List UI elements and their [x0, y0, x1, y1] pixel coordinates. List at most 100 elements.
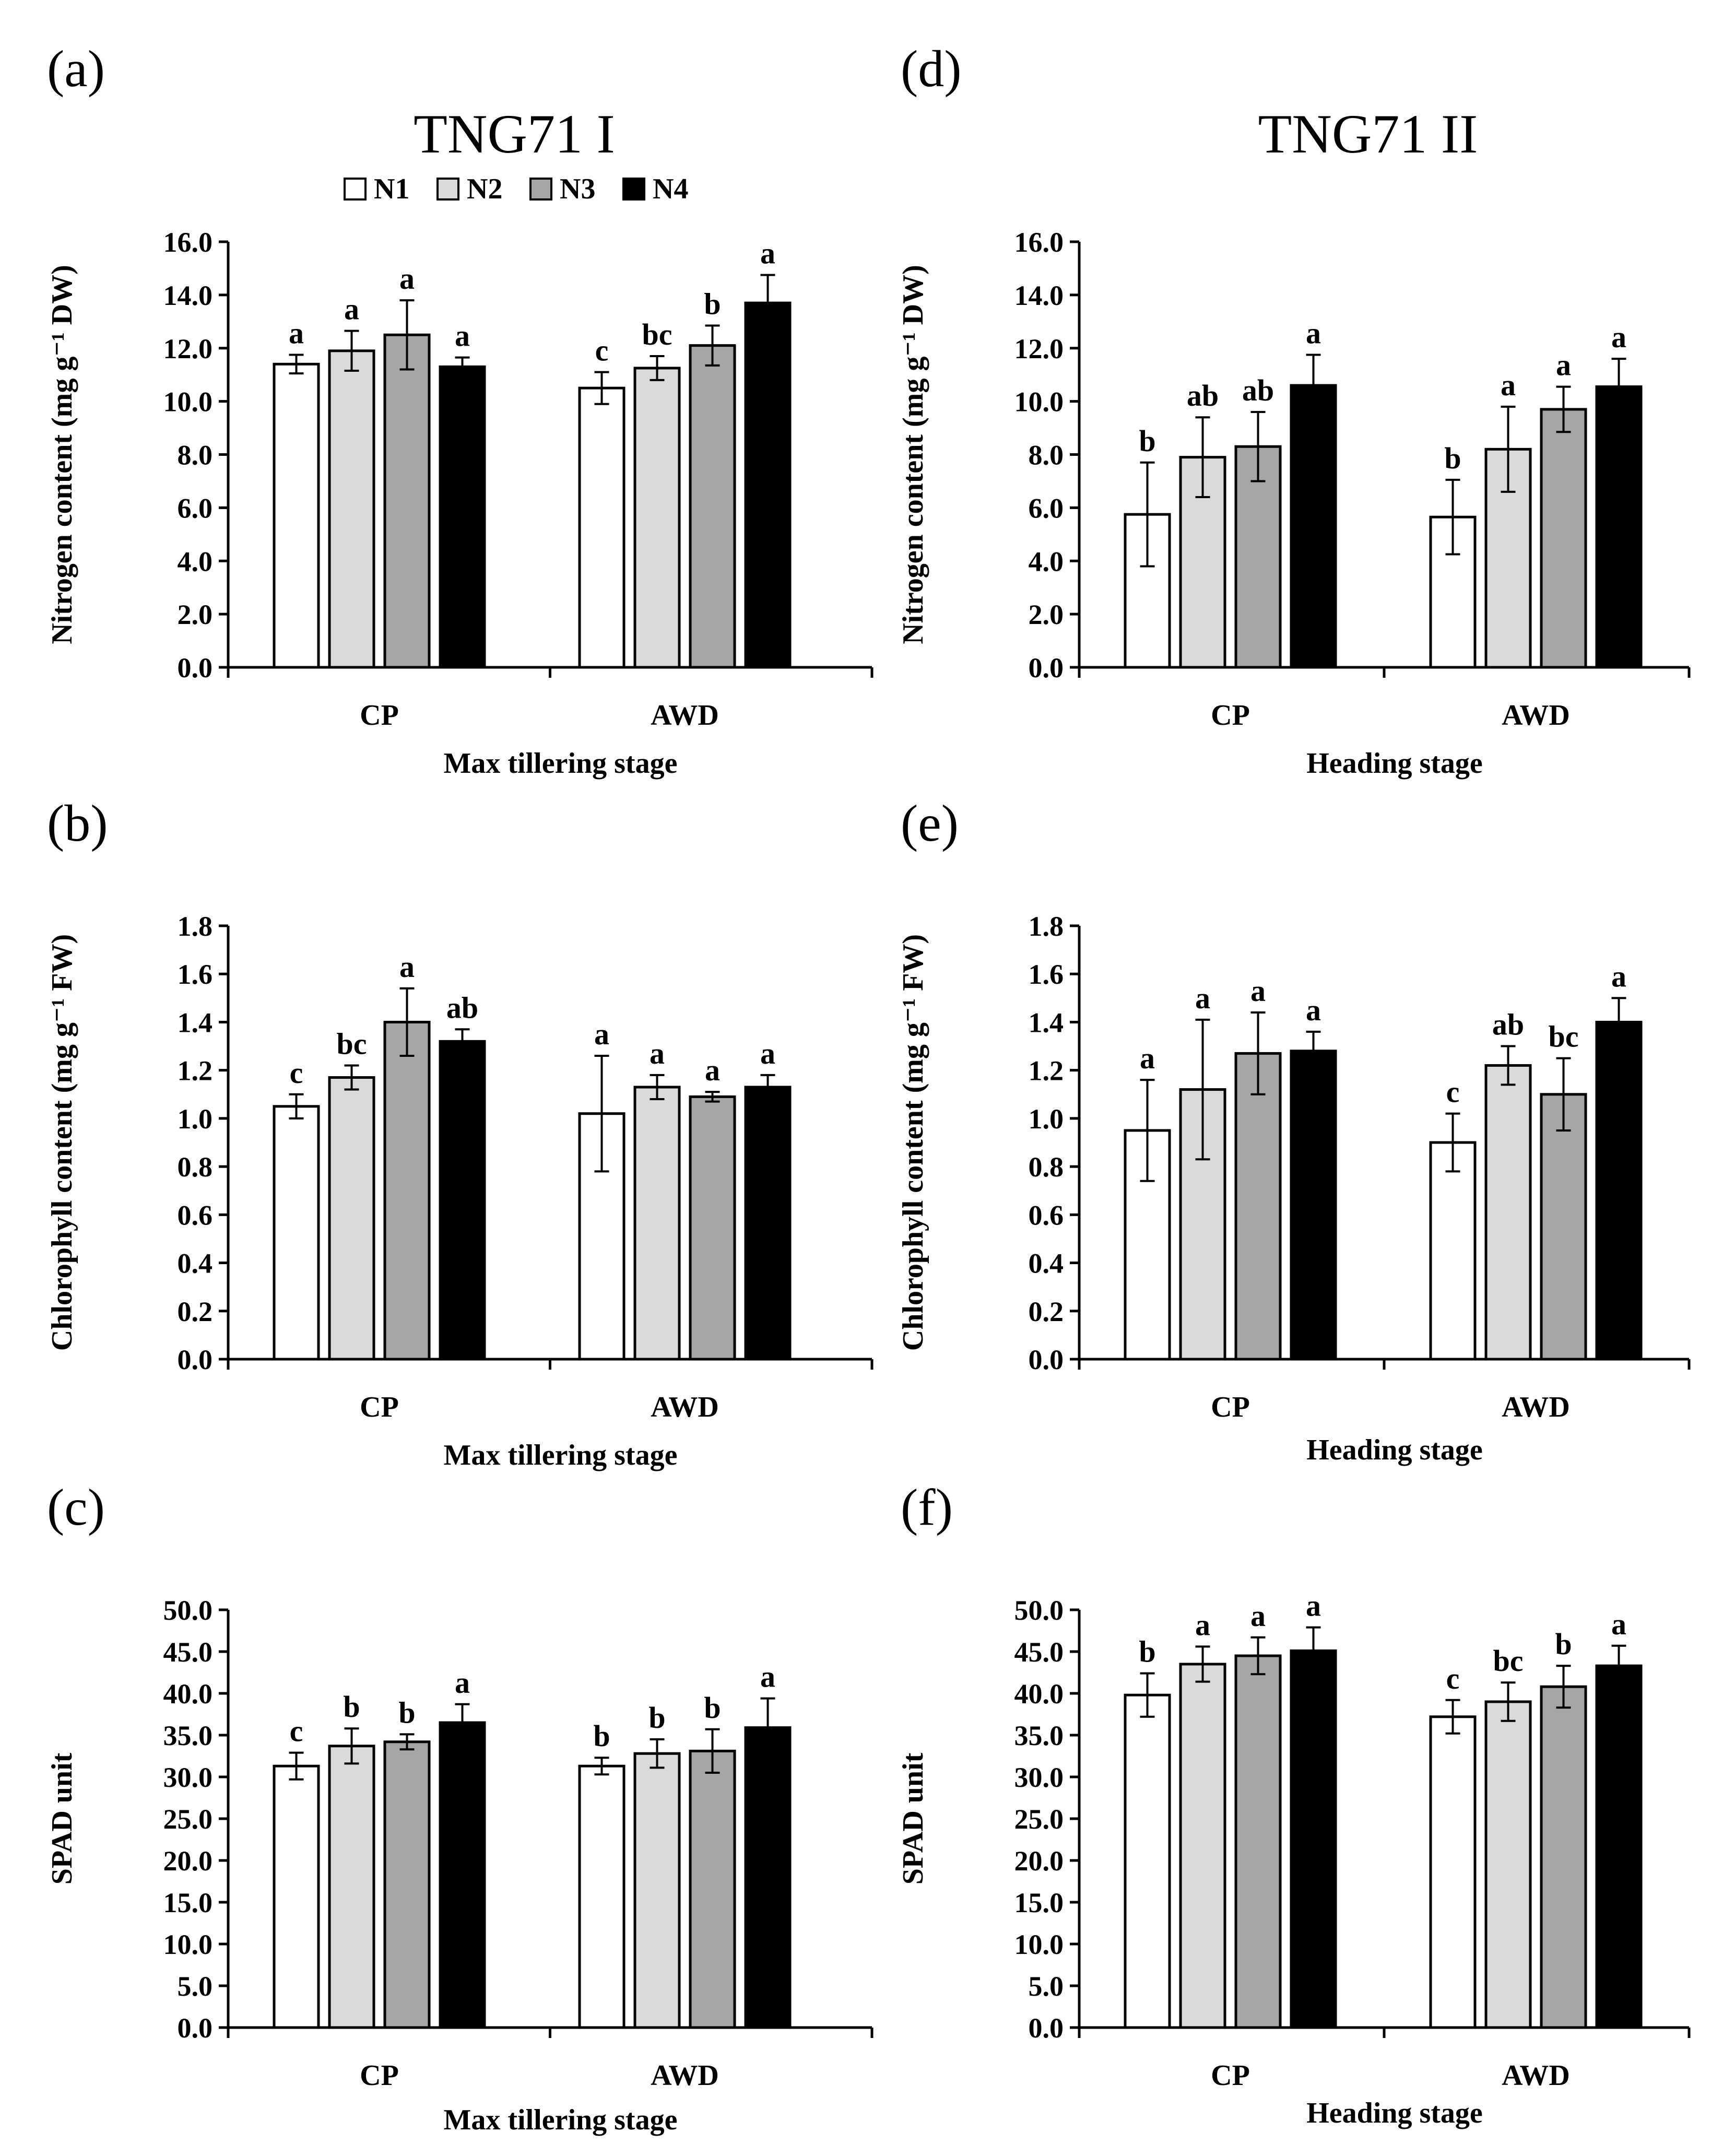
y-tick-label: 0.4: [178, 1248, 213, 1279]
y-tick-label: 1.8: [178, 911, 213, 942]
significance-letter: a: [1250, 1599, 1266, 1633]
y-axis-title: SPAD unit: [897, 1752, 929, 1884]
significance-letter: a: [650, 1036, 665, 1070]
y-tick-label: 0.6: [1029, 1199, 1064, 1231]
y-tick-label: 1.6: [178, 959, 213, 990]
bar-awd-n3: [1540, 1093, 1587, 1361]
legend: N1 N2 N3 N4: [344, 173, 688, 205]
significance-letter: a: [760, 237, 775, 270]
y-tick-label: 0.4: [1029, 1248, 1064, 1279]
significance-letter: a: [344, 292, 359, 326]
column-title-tng71-ii: TNG71 II: [1258, 103, 1478, 164]
x-axis-title: Max tillering stage: [444, 1439, 678, 1471]
significance-letter: b: [398, 1695, 415, 1729]
significance-letter: ab: [1242, 373, 1274, 407]
bar-cp-n4: [1290, 1649, 1337, 2029]
y-tick-label: 0.0: [1029, 652, 1064, 684]
category-label-awd: AWD: [1502, 699, 1570, 732]
panel-b: (b) 0.0 0.2 0.4 0.6 0.8 1.0 1.2 1.4 1.6 1.8 Chlorop…: [46, 794, 874, 1471]
significance-letter: b: [593, 1719, 610, 1753]
significance-letter: a: [399, 262, 415, 296]
bar-cp-n2: [328, 349, 375, 669]
significance-letter: b: [648, 1701, 665, 1735]
bar-awd-n2: [1484, 1700, 1532, 2029]
y-tick-label: 1.4: [178, 1007, 213, 1038]
significance-letter: b: [1444, 441, 1461, 475]
bar-awd-n1: [1429, 1715, 1477, 2029]
panel-label: (b): [47, 794, 108, 852]
significance-letter: a: [1306, 1589, 1321, 1623]
y-tick-label: 50.0: [163, 1595, 213, 1626]
significance-letter: a: [705, 1053, 720, 1087]
significance-letter: bc: [1549, 1020, 1579, 1054]
y-tick-label: 0.2: [1029, 1296, 1064, 1327]
y-tick-label: 0.8: [178, 1151, 213, 1183]
y-tick-label: 25.0: [163, 1804, 213, 1835]
y-tick-label: 10.0: [163, 1929, 213, 1960]
bar-cp-n3: [1234, 1654, 1282, 2029]
panel-label: (f): [901, 1478, 953, 1536]
y-tick-label: 1.6: [1029, 959, 1064, 990]
panels: (a) 0.0 2.0 4.0 6.0 8.0 10.0 12.0 14.0 16.0 Nitrog…: [46, 40, 1691, 2136]
significance-letter: a: [455, 319, 470, 353]
significance-letter: bc: [1493, 1644, 1524, 1678]
y-tick-label: 6.0: [1029, 492, 1064, 524]
y-tick-label: 35.0: [1014, 1720, 1064, 1751]
significance-letter: a: [399, 950, 415, 984]
y-tick-label: 8.0: [178, 440, 213, 471]
significance-letter: a: [1250, 974, 1266, 1008]
significance-letter: bc: [642, 317, 672, 351]
y-tick-label: 5.0: [1029, 1971, 1064, 2002]
y-tick-label: 20.0: [163, 1845, 213, 1877]
bar-awd-n1: [578, 386, 626, 669]
legend-label-n4: N4: [653, 173, 688, 205]
panel-label: (e): [901, 794, 959, 852]
y-tick-label: 10.0: [1014, 1929, 1064, 1960]
y-tick-label: 40.0: [163, 1678, 213, 1710]
significance-letter: a: [594, 1017, 609, 1051]
category-label-awd: AWD: [1502, 2059, 1570, 2092]
panel-a: (a) 0.0 2.0 4.0 6.0 8.0 10.0 12.0 14.0 16.0 Nitrog…: [46, 40, 874, 780]
significance-letter: a: [1611, 1607, 1626, 1641]
significance-letter: b: [704, 287, 721, 321]
y-tick-label: 10.0: [163, 386, 213, 418]
category-label-cp: CP: [360, 699, 399, 732]
category-label-awd: AWD: [651, 2059, 719, 2092]
significance-letter: a: [1611, 959, 1626, 993]
significance-letter: b: [1139, 424, 1155, 458]
significance-letter: b: [343, 1690, 360, 1724]
y-tick-label: 15.0: [163, 1887, 213, 1918]
y-axis-title: Nitrogen content (mg g⁻¹ DW): [897, 265, 929, 644]
y-tick-label: 0.0: [178, 1344, 213, 1375]
y-tick-label: 0.0: [178, 652, 213, 684]
x-axis-title: Heading stage: [1306, 1434, 1483, 1466]
bar-cp-n3: [383, 333, 431, 669]
significance-letter: a: [1556, 348, 1571, 382]
bar-cp-n2: [328, 1076, 375, 1361]
bar-cp-n2: [328, 1745, 375, 2029]
bar-cp-n4: [439, 1721, 486, 2029]
y-tick-label: 45.0: [163, 1636, 213, 1668]
x-axis-title: Heading stage: [1306, 2097, 1483, 2129]
category-label-cp: CP: [1211, 2059, 1250, 2092]
legend-swatch-n3: [529, 178, 552, 201]
bar-awd-n2: [633, 1086, 681, 1361]
y-tick-label: 1.4: [1029, 1007, 1064, 1038]
panel-label: (d): [901, 40, 962, 98]
bar-awd-n3: [689, 344, 736, 669]
bar-awd-n1: [578, 1764, 626, 2029]
significance-letter: b: [1555, 1627, 1572, 1661]
x-axis-title: Heading stage: [1306, 747, 1483, 780]
significance-letter: a: [1195, 1608, 1210, 1642]
bar-cp-n1: [273, 362, 320, 669]
y-tick-label: 0.2: [178, 1296, 213, 1327]
bar-cp-n4: [439, 1040, 486, 1361]
legend-label-n1: N1: [374, 173, 409, 205]
y-tick-label: 25.0: [1014, 1804, 1064, 1835]
bar-cp-n3: [383, 1020, 431, 1361]
significance-letter: a: [1501, 368, 1516, 402]
y-tick-label: 1.2: [178, 1055, 213, 1087]
bar-awd-n4: [744, 1726, 792, 2029]
bar-cp-n3: [383, 1740, 431, 2029]
